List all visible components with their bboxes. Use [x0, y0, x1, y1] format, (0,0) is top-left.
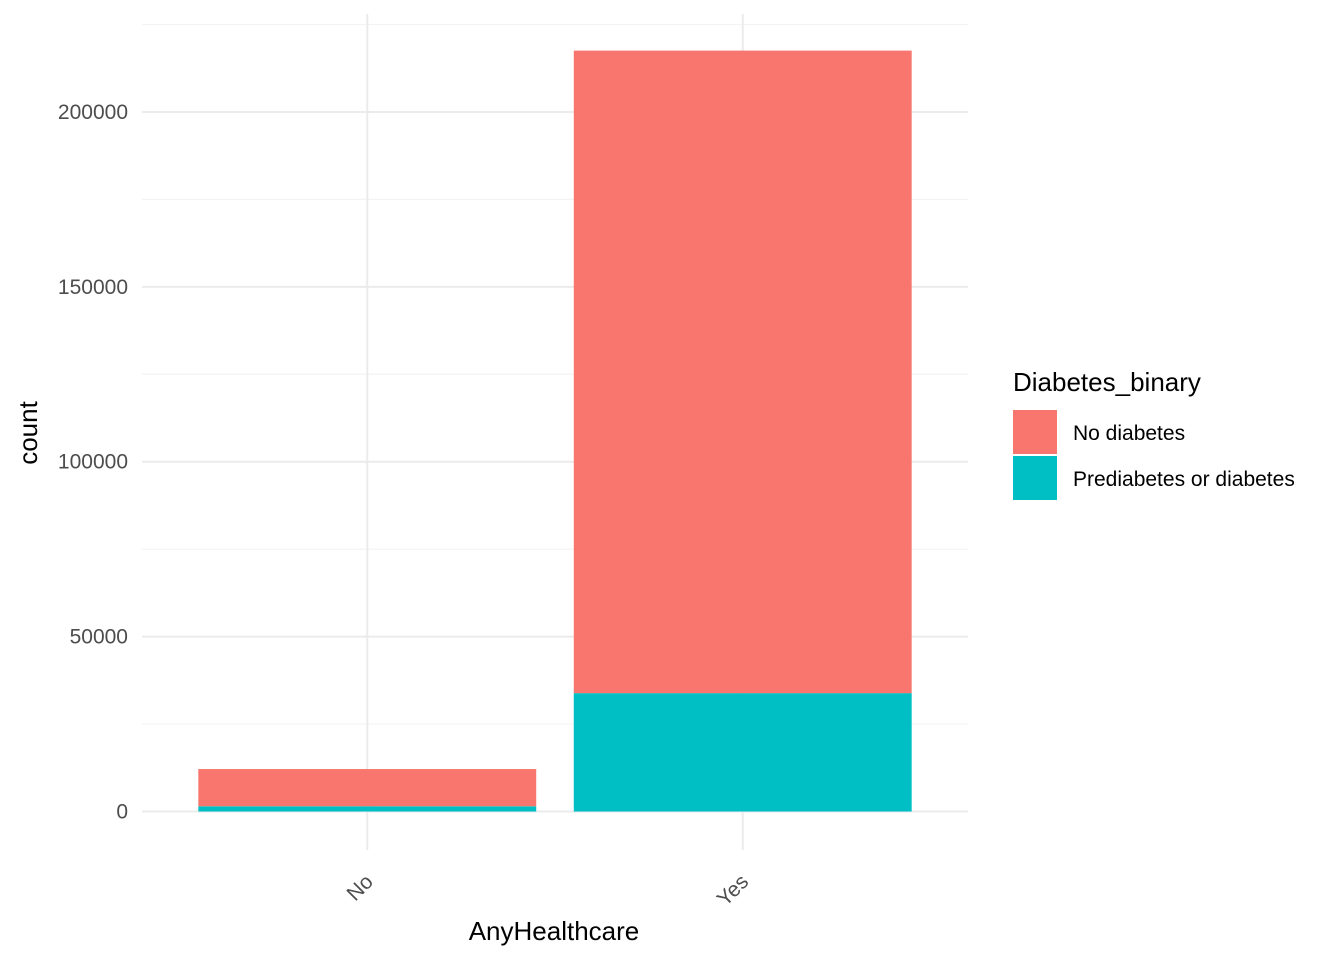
bar-segment — [198, 806, 537, 812]
legend: Diabetes_binary No diabetes Prediabetes o… — [1013, 367, 1295, 500]
x-axis-title: AnyHealthcare — [469, 916, 640, 946]
legend-title: Diabetes_binary — [1013, 367, 1201, 397]
x-tick-label: No — [343, 870, 378, 905]
legend-items: No diabetes Prediabetes or diabetes — [1013, 410, 1295, 500]
y-tick-label: 200000 — [58, 101, 128, 124]
y-tick-label: 50000 — [70, 626, 128, 649]
y-tick-label: 0 — [116, 801, 128, 824]
x-tick-label: Yes — [713, 870, 753, 910]
bars-layer — [198, 50, 912, 812]
bar-segment — [573, 50, 912, 694]
bar-segment — [573, 693, 912, 812]
legend-label: Prediabetes or diabetes — [1073, 468, 1295, 491]
legend-key — [1013, 456, 1057, 500]
y-tick-labels: 0 50000 100000 150000 200000 — [58, 101, 128, 824]
bar-segment — [198, 769, 537, 807]
y-tick-label: 100000 — [58, 451, 128, 474]
legend-label: No diabetes — [1073, 422, 1185, 445]
y-tick-label: 150000 — [58, 276, 128, 299]
legend-key — [1013, 410, 1057, 454]
x-tick-labels: No Yes — [343, 870, 754, 910]
y-axis-title: count — [13, 400, 43, 464]
